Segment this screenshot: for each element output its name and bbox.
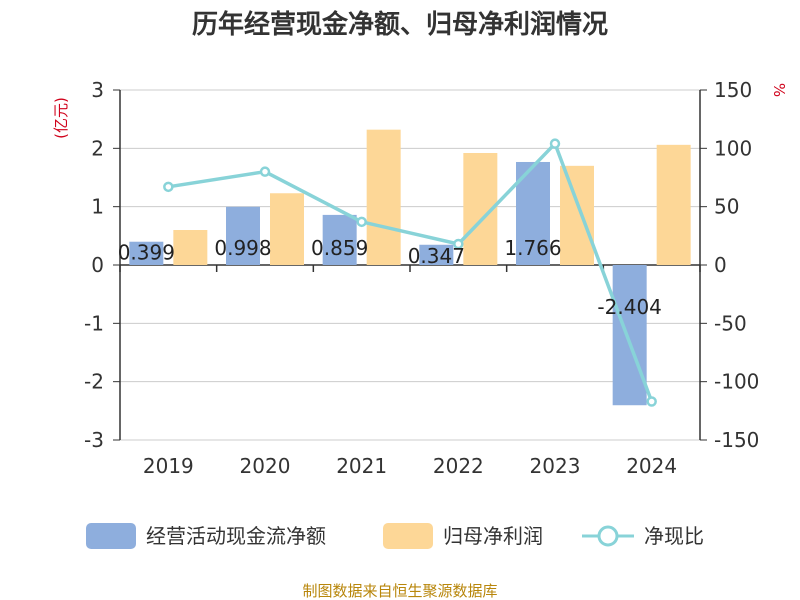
right-tick-label: 50: [714, 195, 739, 219]
left-tick-label: 1: [91, 195, 104, 219]
bar-cash-flow: [129, 241, 164, 265]
left-tick-label: -2: [84, 370, 104, 394]
bar-cash-flow: [226, 206, 260, 265]
data-label: 0.859: [311, 236, 368, 260]
bar-cash-flow: [322, 214, 357, 265]
legend-swatch-cash-flow: [86, 523, 136, 549]
left-tick-label: -1: [84, 311, 104, 335]
left-tick-label: 2: [91, 136, 104, 160]
legend-label-net-profit: 归母净利润: [443, 524, 543, 548]
right-tick-label: 100: [714, 136, 752, 160]
right-tick-label: 150: [714, 78, 752, 102]
ratio-point: [646, 396, 657, 407]
category-label: 2021: [336, 454, 387, 478]
left-tick-label: 3: [91, 78, 104, 102]
bar-net-profit: [560, 165, 594, 265]
right-axis-unit: %: [770, 83, 788, 97]
category-label: 2023: [530, 454, 581, 478]
data-label: 0.399: [118, 241, 175, 265]
left-axis-unit: (亿元): [52, 97, 70, 139]
data-labels: 0.399 0.998 0.859 0.347 1.766 -2.404: [118, 236, 662, 319]
legend: 经营活动现金流净额 归母净利润 净现比: [86, 523, 704, 549]
data-label: 1.766: [504, 236, 561, 260]
source-note: 制图数据来自恒生聚源数据库: [302, 582, 497, 600]
bar-cash-flow: [612, 265, 647, 406]
legend-marker-ratio: [597, 525, 619, 547]
data-label: -2.404: [597, 295, 661, 319]
bar-net-profit: [656, 144, 691, 265]
ratio-point: [163, 181, 174, 193]
left-tick-label: -3: [84, 428, 104, 452]
data-label: 0.347: [408, 244, 465, 268]
bar-cash-flow: [419, 244, 454, 265]
category-label: 2019: [143, 454, 194, 478]
category-label: 2024: [626, 454, 677, 478]
category-label: 2020: [240, 454, 291, 478]
ratio-point: [356, 216, 367, 228]
category-label: 2022: [433, 454, 484, 478]
ratio-line: [168, 141, 654, 403]
bar-net-profit: [270, 193, 304, 265]
legend-swatch-net-profit: [383, 523, 433, 549]
data-label: 0.998: [214, 236, 271, 260]
chart-title: 历年经营现金净额、归母净利润情况: [192, 9, 608, 40]
ratio-point: [453, 238, 464, 250]
legend-label-cash-flow: 经营活动现金流净额: [146, 524, 326, 548]
line-series: [163, 138, 657, 407]
bar-net-profit: [366, 129, 401, 265]
bars: [129, 129, 691, 406]
legend-label-ratio: 净现比: [644, 524, 704, 548]
ratio-point: [549, 138, 561, 149]
bar-net-profit: [173, 230, 208, 265]
ratio-point: [259, 166, 271, 177]
right-tick-label: -150: [714, 428, 759, 452]
left-tick-label: 0: [91, 253, 104, 277]
right-tick-label: 0: [714, 253, 727, 277]
right-tick-label: -100: [714, 370, 759, 394]
right-tick-label: -50: [714, 311, 747, 335]
